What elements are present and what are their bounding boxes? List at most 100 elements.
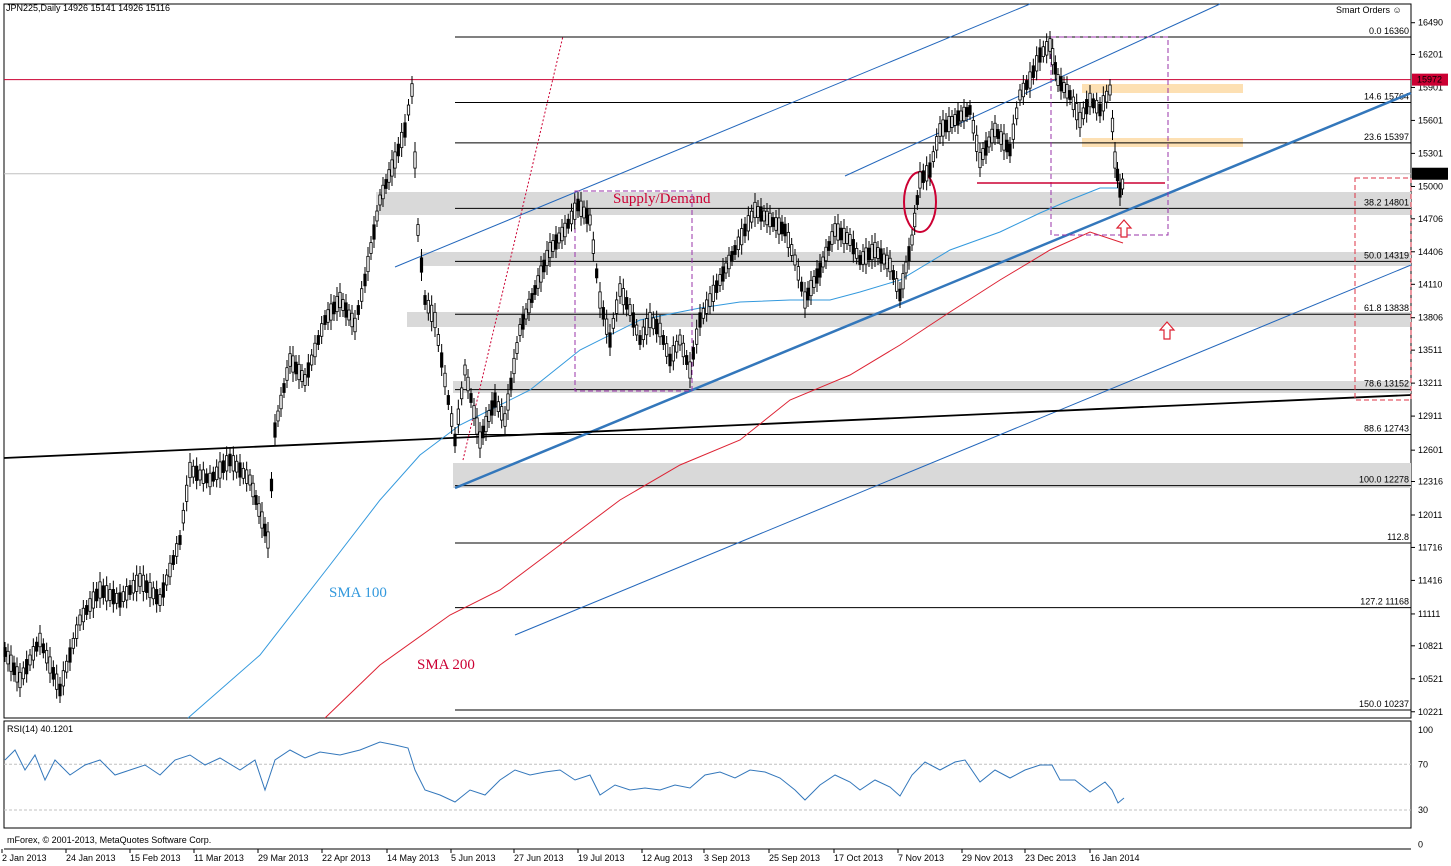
candle-body — [125, 586, 129, 601]
candle-body — [557, 232, 561, 244]
candle-body — [332, 301, 336, 315]
candle-body — [41, 643, 45, 654]
x-tick-label: 7 Nov 2013 — [898, 853, 944, 863]
x-tick-label: 14 May 2013 — [387, 853, 439, 863]
candle-body — [238, 462, 242, 478]
candle-body — [1071, 96, 1075, 111]
y-tick-label: 11111 — [1418, 609, 1440, 619]
candle-body — [185, 484, 189, 502]
candle-body — [598, 291, 602, 309]
candle-body — [1053, 62, 1057, 75]
candle-body — [1095, 99, 1099, 114]
candle-body — [750, 210, 754, 223]
candle-body — [1031, 65, 1035, 78]
candle-body — [426, 299, 430, 314]
fib-level-label: 112.8 — [1387, 532, 1409, 542]
candle-body — [356, 305, 360, 315]
candle-body — [496, 401, 500, 413]
y-tick-label: 15000 — [1418, 181, 1443, 191]
candle-body — [1105, 90, 1109, 103]
y-tick-label: 16201 — [1418, 49, 1443, 59]
up-arrow-icon — [1158, 321, 1176, 340]
candle-body — [245, 469, 249, 484]
candle-body — [294, 361, 298, 375]
candle-body — [935, 136, 939, 151]
candle-body — [300, 370, 304, 382]
candle-body — [685, 355, 689, 365]
y-tick-label: 13211 — [1418, 378, 1442, 388]
candle-body — [1021, 82, 1025, 98]
rsi-tick-label: 70 — [1418, 759, 1428, 769]
candle-body — [387, 169, 391, 183]
candle-body — [891, 270, 895, 280]
y-tick-label: 15601 — [1418, 115, 1443, 125]
candle-body — [12, 662, 16, 676]
candle-body — [91, 591, 95, 609]
x-tick-label: 29 Nov 2013 — [962, 853, 1013, 863]
candle-body — [601, 307, 605, 320]
candle-body — [1115, 168, 1120, 182]
candle-body — [996, 129, 1000, 139]
up-arrow-icon — [1115, 219, 1133, 238]
candle-body — [316, 335, 320, 345]
candle-body — [836, 223, 840, 241]
candle-body — [443, 372, 447, 388]
candle-body — [569, 210, 574, 225]
candle-body — [453, 433, 457, 447]
candle-body — [855, 247, 859, 259]
candle-body — [661, 335, 665, 345]
x-tick-label: 16 Jan 2014 — [1090, 853, 1140, 863]
support-zone — [420, 252, 1411, 266]
candle-body — [913, 212, 917, 228]
rsi-line — [4, 741, 1125, 804]
candle-body — [515, 342, 519, 354]
candle-body — [768, 212, 772, 228]
candle-body — [195, 465, 199, 481]
candle-body — [450, 413, 454, 427]
candle-body — [1015, 107, 1019, 120]
candle-body — [38, 632, 42, 648]
candle-body — [783, 223, 787, 237]
candle-body — [533, 285, 537, 295]
candle-body — [925, 165, 929, 182]
candle-body — [591, 239, 595, 254]
sma100-label: SMA 100 — [329, 585, 387, 601]
candle-body — [851, 239, 855, 255]
smart-orders-label[interactable]: Smart Orders ☺ — [1336, 5, 1402, 15]
candle-body — [506, 393, 510, 411]
candle-body — [746, 215, 750, 232]
main-trendline — [454, 91, 1412, 490]
candle-body — [456, 408, 460, 425]
candle-body — [730, 251, 734, 261]
symbol-header: JPN225,Daily 14926 15141 14926 15116 — [6, 3, 170, 13]
candle-body — [208, 472, 212, 488]
candle-body — [708, 293, 712, 307]
candle-body — [335, 295, 339, 313]
candle-body — [191, 465, 195, 478]
candle-body — [1008, 143, 1012, 157]
candle-body — [518, 324, 522, 336]
candle-body — [762, 210, 766, 222]
channel-lower-line — [514, 264, 1412, 636]
candle-body — [323, 315, 327, 325]
candle-body — [68, 647, 72, 663]
candle-body — [984, 140, 988, 156]
rsi-tick-label: 0 — [1418, 839, 1423, 849]
candle-body — [135, 574, 139, 592]
candle-body — [231, 455, 235, 472]
candle-body — [579, 200, 583, 217]
candle-body — [338, 291, 342, 309]
candle-body — [611, 317, 615, 329]
smiley-icon: ☺ — [1392, 5, 1402, 15]
candle-body — [885, 254, 889, 270]
candle-body — [1051, 48, 1055, 66]
candle-body — [85, 605, 89, 615]
long-term-trendline — [3, 394, 1412, 459]
candle-body — [1002, 133, 1006, 151]
candle-body — [108, 589, 112, 601]
fib-level-label: 88.6 12743 — [1364, 424, 1409, 434]
candle-body — [1062, 82, 1066, 93]
candle-body — [688, 361, 692, 379]
candle-body — [1113, 151, 1117, 169]
